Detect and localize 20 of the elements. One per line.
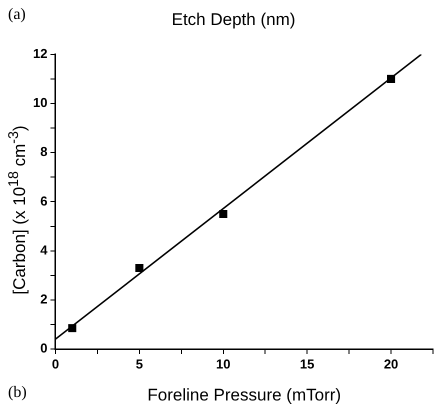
x-axis-title: Foreline Pressure (mTorr) — [147, 385, 342, 404]
x-tick-label: 10 — [216, 356, 230, 372]
x-tick-label: 0 — [52, 356, 60, 372]
y-tick-label: 0 — [40, 340, 48, 356]
x-tick-label: 15 — [300, 356, 314, 372]
point — [387, 74, 396, 83]
text: (a) — [8, 6, 26, 24]
text: (b) — [8, 384, 27, 402]
y-tick-label: 2 — [40, 291, 48, 306]
chart-title: Etch Depth (nm) — [172, 10, 296, 29]
y-tick-label: 12 — [32, 46, 48, 61]
x-tick-label: 5 — [136, 356, 143, 372]
y-tick-label: 10 — [32, 95, 48, 110]
point — [219, 210, 228, 218]
x-tick-label: 20 — [384, 356, 398, 372]
y-tick-label: 8 — [40, 144, 48, 160]
point — [68, 324, 76, 332]
y-tick-label: 6 — [40, 193, 48, 208]
point — [135, 264, 144, 272]
y-tick-label: 4 — [40, 242, 48, 258]
